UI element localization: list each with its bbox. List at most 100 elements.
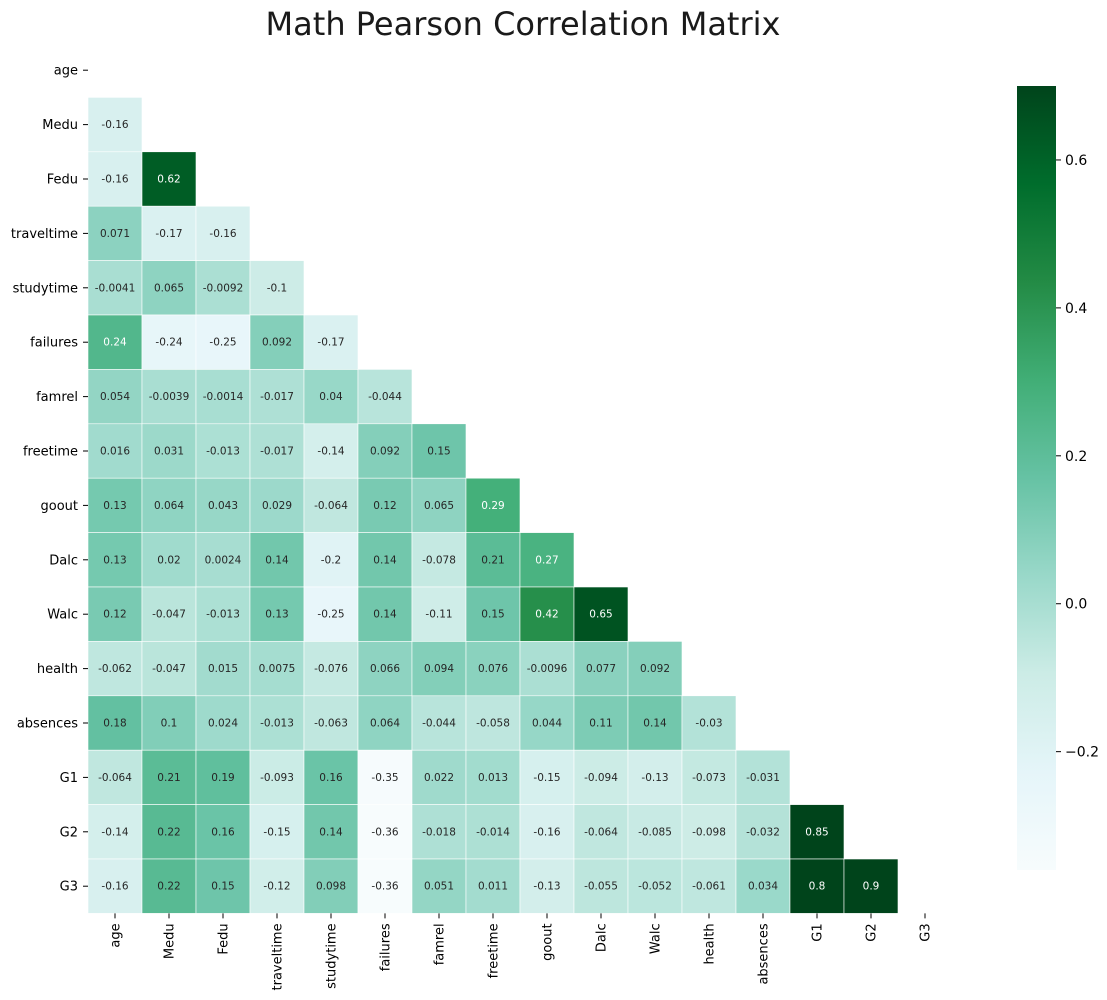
cell-value-label: 0.043	[208, 500, 238, 512]
heatmap-cell-G3-age	[87, 858, 143, 914]
x-tick-label-G3: G3	[919, 923, 934, 941]
cell-value-label: 0.22	[157, 881, 180, 893]
cell-value-label: -0.085	[638, 826, 672, 838]
heatmap-cell-traveltime-age	[87, 205, 143, 261]
cell-value-label: 0.85	[805, 826, 828, 838]
x-tick-label-absences: absences	[757, 923, 772, 984]
heatmap-cell-studytime-Medu	[141, 260, 197, 316]
cell-value-label: 0.27	[535, 554, 558, 566]
heatmap-cell-failures-Medu	[141, 314, 197, 370]
cell-value-label: -0.063	[314, 718, 348, 730]
heatmap-cell-G3-Walc	[627, 858, 683, 914]
colorbar-tick-label: 0.2	[1065, 449, 1087, 465]
x-tick-label-Fedu: Fedu	[217, 923, 232, 954]
cell-value-label: -0.36	[371, 881, 398, 893]
x-tick-label-freetime: freetime	[487, 923, 502, 978]
cell-value-label: -0.047	[152, 609, 186, 621]
chart-title: Math Pearson Correlation Matrix	[266, 5, 781, 43]
heatmap-cell-freetime-traveltime	[249, 423, 305, 479]
cell-value-label: 0.092	[640, 663, 670, 675]
heatmap-cell-Walc-age	[87, 586, 143, 642]
cell-value-label: -0.14	[317, 446, 344, 458]
x-tick-label-Medu: Medu	[163, 923, 178, 959]
heatmap-cell-traveltime-Fedu	[195, 205, 251, 261]
cell-value-label: 0.65	[589, 609, 612, 621]
heatmap-cell-G1-Walc	[627, 749, 683, 805]
heatmap-cell-absences-famrel	[411, 695, 467, 751]
cell-value-label: 0.092	[370, 446, 400, 458]
cell-value-label: -0.0092	[203, 282, 244, 294]
colorbar-tick-label: 0.0	[1065, 597, 1087, 613]
cell-value-label: -0.064	[98, 772, 132, 784]
cell-value-label: 0.14	[319, 826, 343, 838]
heatmap-cell-Walc-goout	[519, 586, 575, 642]
cell-value-label: 0.02	[157, 554, 180, 566]
x-tick-label-traveltime: traveltime	[271, 923, 286, 990]
y-tick-label-traveltime: traveltime	[11, 227, 78, 242]
heatmap-cell-Dalc-age	[87, 532, 143, 588]
y-tick-label-Fedu: Fedu	[47, 173, 78, 188]
cell-value-label: 0.19	[211, 772, 234, 784]
cell-value-label: -0.0096	[527, 663, 568, 675]
heatmap-cell-absences-goout	[519, 695, 575, 751]
heatmap-cell-G1-absences	[735, 749, 791, 805]
heatmap-cell-G2-traveltime	[249, 804, 305, 860]
heatmap-cell-G2-G1	[789, 804, 845, 860]
cell-value-label: -0.052	[638, 881, 672, 893]
heatmap-cell-Fedu-Medu	[141, 151, 197, 207]
cell-value-label: 0.065	[154, 282, 184, 294]
cell-value-label: -0.11	[425, 609, 452, 621]
cell-value-label: 0.024	[208, 718, 238, 730]
heatmap-cell-famrel-traveltime	[249, 369, 305, 425]
cell-value-label: 0.0024	[205, 554, 242, 566]
cell-value-label: 0.14	[373, 554, 397, 566]
heatmap-cell-G3-Fedu	[195, 858, 251, 914]
cell-value-label: -0.031	[746, 772, 780, 784]
cell-value-label: -0.25	[209, 337, 236, 349]
cell-value-label: -0.16	[533, 826, 560, 838]
x-axis: age Medu Fedu traveltime studytime failures fa…	[109, 913, 934, 990]
cell-value-label: -0.047	[152, 663, 186, 675]
heatmap-cell-G1-traveltime	[249, 749, 305, 805]
heatmap-cell-health-failures	[357, 641, 413, 697]
heatmap-cell-G3-freetime	[465, 858, 521, 914]
y-tick-label-Medu: Medu	[42, 118, 78, 133]
y-tick-label-Walc: Walc	[47, 608, 78, 623]
cell-value-label: -0.044	[422, 718, 456, 730]
cell-value-label: 0.13	[103, 554, 126, 566]
cell-value-label: -0.014	[476, 826, 510, 838]
cell-value-label: 0.16	[211, 826, 235, 838]
x-tick-label-health: health	[703, 923, 718, 964]
y-tick-label-G1: G1	[60, 771, 78, 786]
cell-value-label: -0.25	[317, 609, 344, 621]
cell-value-label: -0.058	[476, 718, 510, 730]
y-axis: age Medu Fedu traveltime studytime failures fa…	[11, 64, 88, 895]
cell-value-label: -0.093	[260, 772, 294, 784]
heatmap-cell-absences-traveltime	[249, 695, 305, 751]
colorbar-tick-label: −0.2	[1065, 745, 1099, 761]
heatmap-cell-famrel-Fedu	[195, 369, 251, 425]
cell-value-label: -0.2	[321, 554, 342, 566]
y-tick-label-Dalc: Dalc	[49, 553, 78, 568]
heatmap-cell-G1-goout	[519, 749, 575, 805]
cell-value-label: 0.094	[424, 663, 454, 675]
x-tick-label-Dalc: Dalc	[595, 923, 610, 952]
heatmap-cell-G2-freetime	[465, 804, 521, 860]
cell-value-label: 0.8	[809, 881, 826, 893]
heatmap-cell-health-Walc	[627, 641, 683, 697]
cell-value-label: 0.42	[535, 609, 558, 621]
heatmap-cell-Dalc-Medu	[141, 532, 197, 588]
cell-value-label: -0.17	[155, 228, 182, 240]
y-tick-label-famrel: famrel	[36, 390, 78, 405]
heatmap-cell-Fedu-age	[87, 151, 143, 207]
heatmap-cell-G2-health	[681, 804, 737, 860]
cell-value-label: 0.076	[478, 663, 508, 675]
heatmap-cell-health-traveltime	[249, 641, 305, 697]
heatmap-cell-absences-failures	[357, 695, 413, 751]
x-tick-label-famrel: famrel	[433, 923, 448, 965]
heatmap-cell-G2-age	[87, 804, 143, 860]
cell-value-label: 0.14	[373, 609, 397, 621]
heatmap-cell-traveltime-Medu	[141, 205, 197, 261]
heatmap-cell-Dalc-Fedu	[195, 532, 251, 588]
heatmap-cell-Walc-traveltime	[249, 586, 305, 642]
